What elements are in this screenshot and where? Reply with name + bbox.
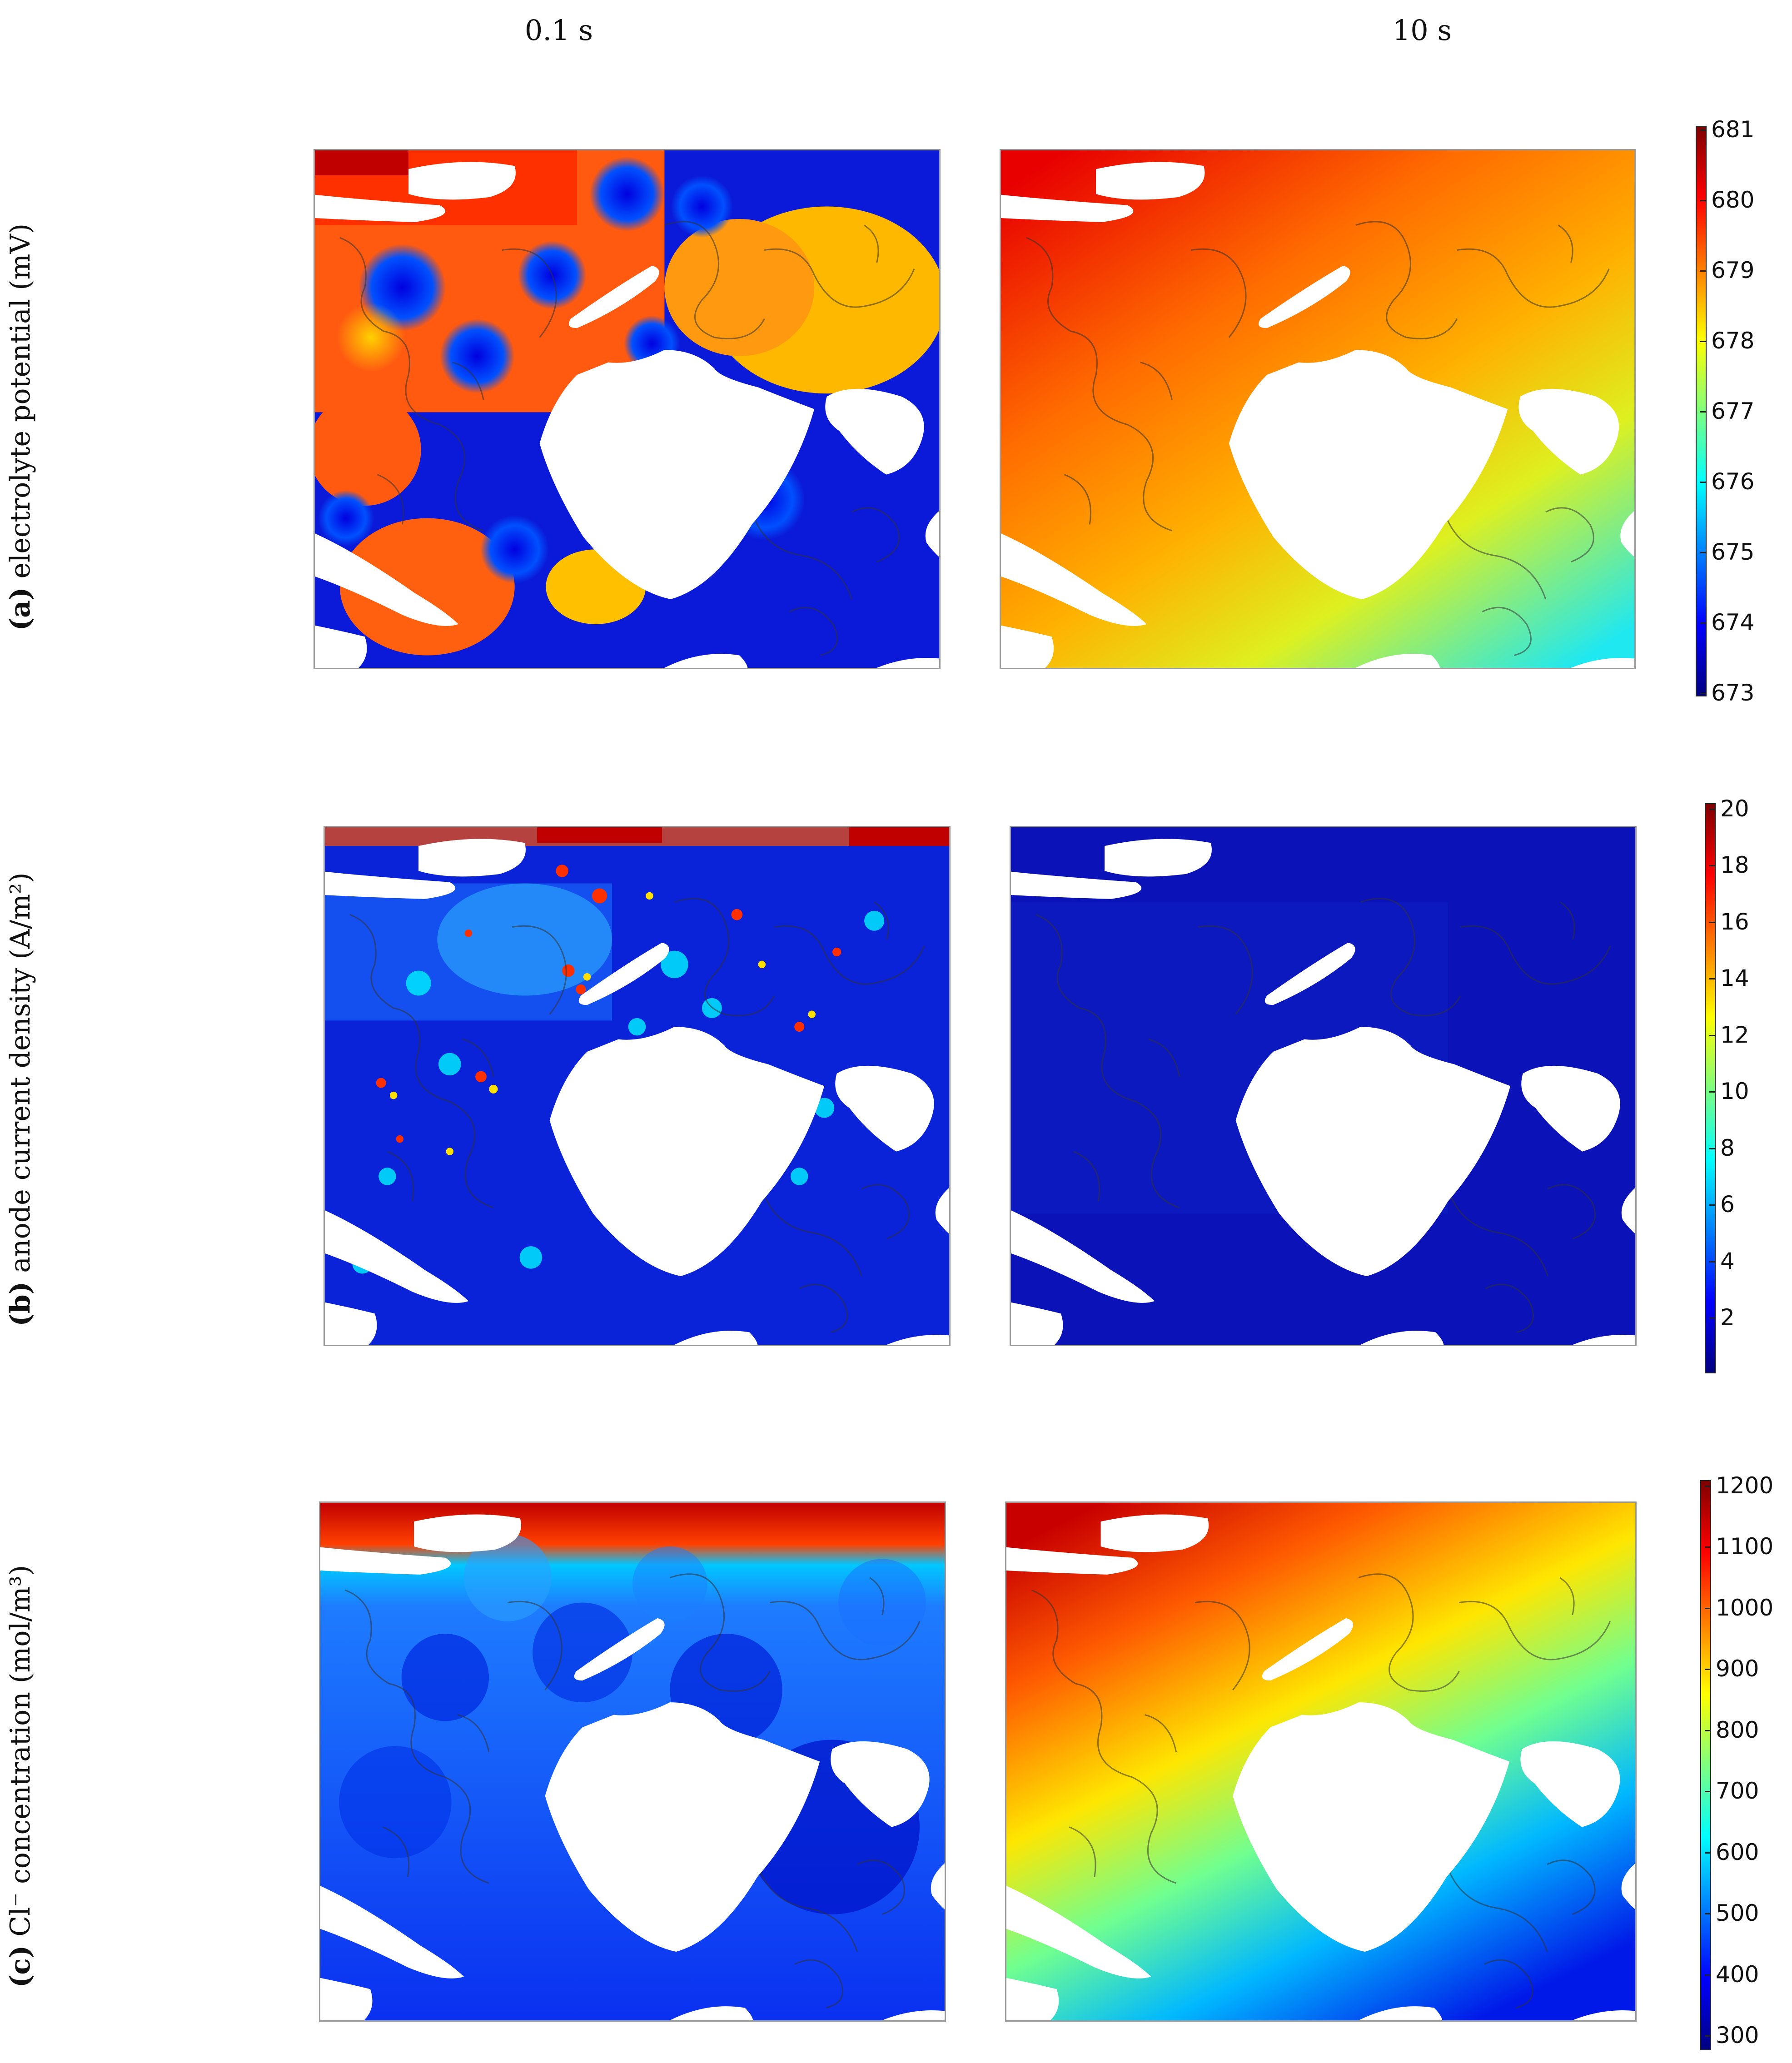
colorbar-tick-label: 679 bbox=[1711, 257, 1755, 283]
column-title-0-1s: 0.1 s bbox=[524, 14, 593, 47]
colorbar-tick-label: 6 bbox=[1720, 1191, 1735, 1218]
row-label-b: (b) anode current density (A/m²) bbox=[2, 827, 39, 1372]
row-b-letter: (b) bbox=[5, 1281, 36, 1327]
colorbar-tick-label: 2 bbox=[1720, 1304, 1735, 1331]
colorbar-tick-mark bbox=[1709, 1204, 1715, 1206]
colorbar-tick-mark bbox=[1705, 1669, 1710, 1670]
panel-potential-10s bbox=[1000, 149, 1636, 669]
colorbar-tick-label: 600 bbox=[1716, 1839, 1759, 1865]
colorbar-tick-label: 12 bbox=[1720, 1021, 1749, 1048]
colorbar-tick-mark bbox=[1705, 1974, 1710, 1976]
colorbar-tick-label: 8 bbox=[1720, 1134, 1735, 1161]
colorbar-tick-label: 674 bbox=[1711, 609, 1755, 636]
colorbar-tick-mark bbox=[1705, 2035, 1710, 2037]
colorbar-tick-label: 673 bbox=[1711, 680, 1755, 706]
colorbar-tick-mark bbox=[1705, 1791, 1710, 1793]
colorbar-tick-label: 300 bbox=[1716, 2022, 1759, 2048]
colorbar-tick-mark bbox=[1709, 1148, 1715, 1149]
colorbar-tick-mark bbox=[1705, 1486, 1710, 1487]
colorbar-tick-label: 900 bbox=[1716, 1655, 1759, 1682]
colorbar-tick-mark bbox=[1709, 1261, 1715, 1263]
panel-current-0-1s bbox=[324, 826, 951, 1346]
row-b-text: anode current density (A/m²) bbox=[5, 872, 36, 1282]
colorbar-tick-label: 675 bbox=[1711, 539, 1755, 565]
colorbar-tick-label: 18 bbox=[1720, 852, 1749, 879]
colorbar-tick-mark bbox=[1700, 622, 1706, 624]
row-label-a: (a) electrolyte potential (mV) bbox=[2, 154, 39, 700]
colorbar-tick-label: 20 bbox=[1720, 795, 1749, 822]
colorbar-tick-mark bbox=[1700, 200, 1706, 201]
colorbar-tick-mark bbox=[1709, 921, 1715, 923]
colorbar-chloride bbox=[1700, 1480, 1711, 2050]
colorbar-tick-mark bbox=[1705, 1546, 1710, 1548]
row-label-c: (c) Cl⁻ concentration (mol/m³) bbox=[2, 1504, 39, 2049]
colorbar-tick-mark bbox=[1700, 411, 1706, 413]
colorbar-tick-mark bbox=[1709, 1034, 1715, 1036]
colorbar-tick-label: 680 bbox=[1711, 187, 1755, 213]
colorbar-tick-mark bbox=[1700, 270, 1706, 272]
colorbar-tick-label: 14 bbox=[1720, 965, 1749, 992]
colorbar-tick-mark bbox=[1709, 809, 1715, 810]
colorbar-tick-label: 500 bbox=[1716, 1900, 1759, 1927]
colorbar-tick-mark bbox=[1705, 1913, 1710, 1915]
colorbar-tick-label: 4 bbox=[1720, 1248, 1735, 1274]
colorbar-tick-mark bbox=[1700, 482, 1706, 483]
colorbar-tick-mark bbox=[1709, 1317, 1715, 1319]
panel-current-10s bbox=[1010, 826, 1637, 1346]
colorbar-tick-label: 10 bbox=[1720, 1078, 1749, 1105]
colorbar-tick-label: 800 bbox=[1716, 1716, 1759, 1743]
colorbar-tick-label: 677 bbox=[1711, 398, 1755, 424]
panel-chloride-0-1s bbox=[319, 1501, 946, 2022]
colorbar-tick-label: 1000 bbox=[1716, 1594, 1774, 1621]
colorbar-tick-mark bbox=[1709, 865, 1715, 867]
colorbar-current bbox=[1705, 803, 1716, 1373]
colorbar-tick-mark bbox=[1709, 978, 1715, 980]
row-a-letter: (a) bbox=[5, 587, 36, 631]
colorbar-tick-mark bbox=[1705, 1607, 1710, 1609]
colorbar-tick-label: 1100 bbox=[1716, 1533, 1774, 1560]
colorbar-tick-mark bbox=[1705, 1730, 1710, 1731]
row-c-letter: (c) bbox=[5, 1945, 36, 1988]
colorbar-tick-label: 400 bbox=[1716, 1961, 1759, 1988]
colorbar-tick-mark bbox=[1700, 552, 1706, 553]
panel-potential-0-1s bbox=[314, 149, 941, 669]
colorbar-tick-mark bbox=[1700, 341, 1706, 342]
panel-chloride-10s bbox=[1005, 1501, 1637, 2022]
colorbar-tick-label: 1200 bbox=[1716, 1472, 1774, 1499]
row-a-text: electrolyte potential (mV) bbox=[5, 223, 36, 587]
row-c-text: Cl⁻ concentration (mol/m³) bbox=[5, 1565, 36, 1945]
colorbar-tick-label: 678 bbox=[1711, 328, 1755, 354]
colorbar-tick-label: 16 bbox=[1720, 908, 1749, 935]
colorbar-tick-label: 676 bbox=[1711, 468, 1755, 495]
colorbar-tick-label: 681 bbox=[1711, 116, 1755, 143]
colorbar-tick-mark bbox=[1705, 1852, 1710, 1854]
colorbar-tick-mark bbox=[1700, 129, 1706, 131]
colorbar-tick-mark bbox=[1709, 1091, 1715, 1093]
colorbar-tick-label: 700 bbox=[1716, 1778, 1759, 1805]
column-title-10s: 10 s bbox=[1392, 14, 1452, 47]
colorbar-tick-mark bbox=[1700, 693, 1706, 694]
